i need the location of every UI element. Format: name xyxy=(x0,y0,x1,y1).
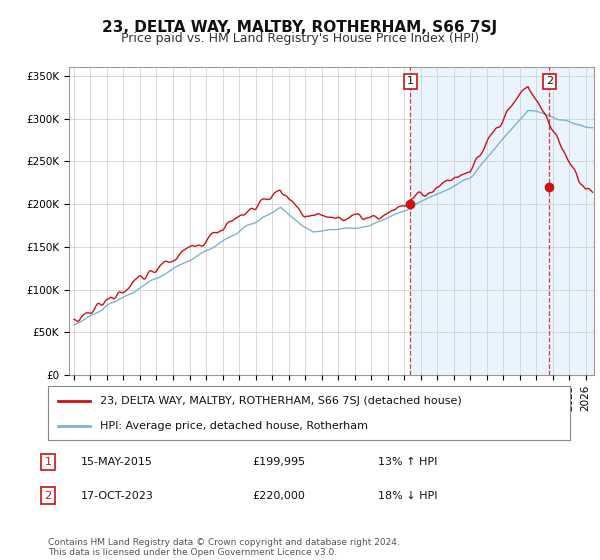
Text: 23, DELTA WAY, MALTBY, ROTHERHAM, S66 7SJ (detached house): 23, DELTA WAY, MALTBY, ROTHERHAM, S66 7S… xyxy=(100,396,462,406)
Text: 1: 1 xyxy=(44,457,52,467)
Text: £220,000: £220,000 xyxy=(252,491,305,501)
Text: 2: 2 xyxy=(44,491,52,501)
Text: £199,995: £199,995 xyxy=(252,457,305,467)
Text: 15-MAY-2015: 15-MAY-2015 xyxy=(81,457,153,467)
Text: Price paid vs. HM Land Registry's House Price Index (HPI): Price paid vs. HM Land Registry's House … xyxy=(121,32,479,45)
Text: HPI: Average price, detached house, Rotherham: HPI: Average price, detached house, Roth… xyxy=(100,421,368,431)
Text: 18% ↓ HPI: 18% ↓ HPI xyxy=(378,491,437,501)
Bar xyxy=(410,67,594,375)
Text: 13% ↑ HPI: 13% ↑ HPI xyxy=(378,457,437,467)
Text: 2: 2 xyxy=(545,76,553,86)
Text: 1: 1 xyxy=(407,76,414,86)
Text: Contains HM Land Registry data © Crown copyright and database right 2024.
This d: Contains HM Land Registry data © Crown c… xyxy=(48,538,400,557)
Text: 23, DELTA WAY, MALTBY, ROTHERHAM, S66 7SJ: 23, DELTA WAY, MALTBY, ROTHERHAM, S66 7S… xyxy=(103,20,497,35)
Text: 17-OCT-2023: 17-OCT-2023 xyxy=(81,491,154,501)
